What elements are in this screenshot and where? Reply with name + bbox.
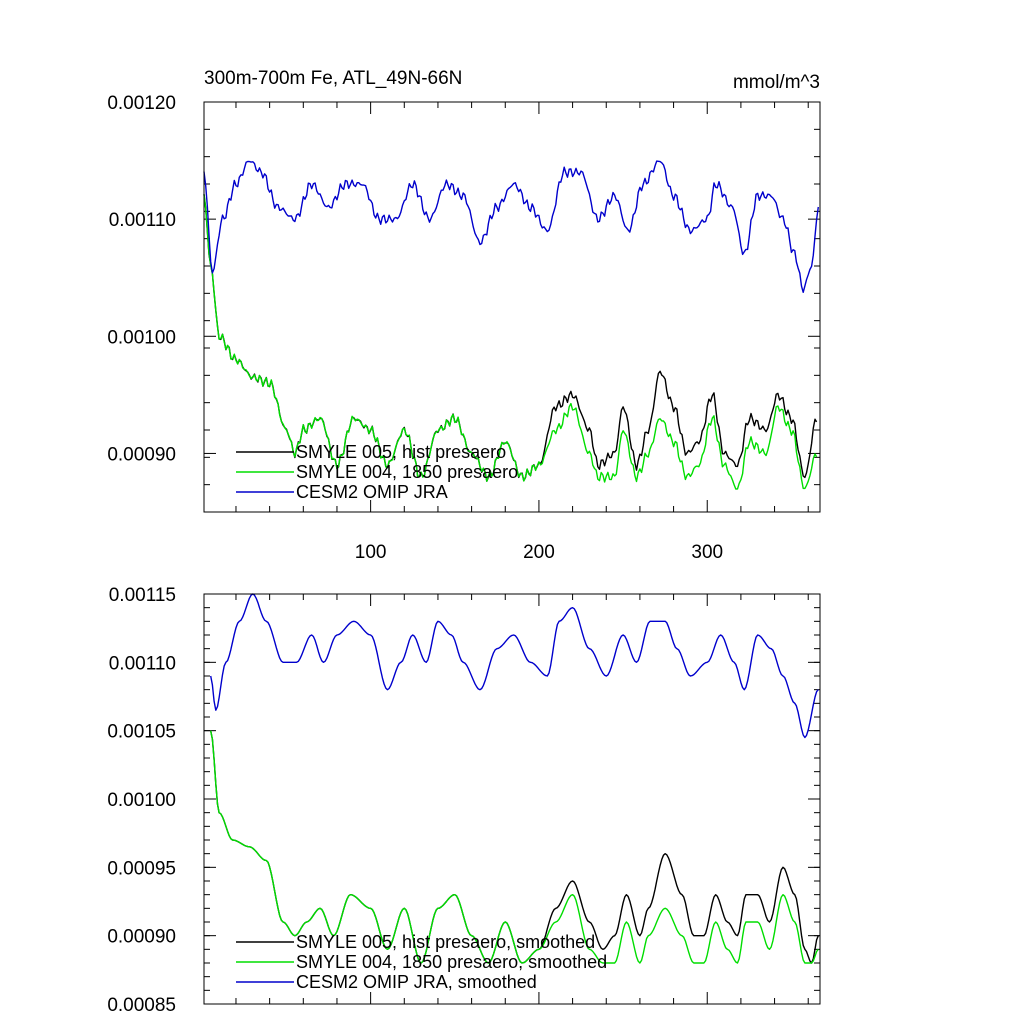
y-tick-label: 0.00115 — [109, 585, 176, 606]
y-tick-label: 0.00090 — [107, 927, 176, 948]
x-tick-label: 200 — [523, 542, 555, 563]
series-line-2 — [203, 160, 819, 293]
bottom-series-lines — [210, 593, 819, 964]
y-tick-label: 0.00100 — [107, 327, 176, 348]
series-line-2 — [210, 593, 819, 739]
x-tick-label: 300 — [691, 542, 723, 563]
legend-label-0: SMYLE 005, hist presaero — [296, 442, 506, 462]
x-tick-label: 100 — [355, 542, 387, 563]
y-tick-label: 0.00110 — [109, 210, 176, 231]
legend-label-2: CESM2 OMIP JRA, smoothed — [296, 972, 537, 992]
legend-label-2: CESM2 OMIP JRA — [296, 482, 448, 502]
units-label: mmol/m^3 — [733, 72, 820, 93]
y-tick-label: 0.00090 — [107, 444, 176, 465]
y-tick-label: 0.00105 — [107, 722, 176, 743]
y-tick-label: 0.00085 — [107, 995, 176, 1016]
legend-label-1: SMYLE 004, 1850 presaero — [296, 462, 518, 482]
y-tick-label: 0.00100 — [107, 790, 176, 811]
bottom-panel: 0.00115 0.00110 0.00105 0.00100 0.00095 0.000… — [107, 585, 821, 1016]
top-series-lines — [203, 160, 819, 490]
legend-label-1: SMYLE 004, 1850 presaero, smoothed — [296, 952, 607, 972]
y-tick-label: 0.00110 — [109, 653, 176, 674]
bottom-axes: 0.00115 0.00110 0.00105 0.00100 0.00095 0.000… — [107, 585, 820, 1016]
y-tick-label: 0.00120 — [107, 93, 176, 114]
top-axes: 0.00120 0.00110 0.00100 0.00090 100 200 300 — [107, 93, 820, 563]
legend-label-0: SMYLE 005, hist presaero, smoothed — [296, 932, 595, 952]
series-line-1 — [203, 194, 818, 490]
bottom-legend: SMYLE 005, hist presaero, smoothedSMYLE … — [236, 932, 607, 992]
chart-title: 300m-700m Fe, ATL_49N-66N — [204, 68, 462, 89]
series-line-1 — [210, 730, 819, 964]
bottom-plot-frame — [203, 593, 821, 1005]
series-line-0 — [203, 194, 818, 482]
top-plot-frame — [203, 101, 821, 513]
y-tick-label: 0.00095 — [107, 858, 176, 879]
top-panel: 300m-700m Fe, ATL_49N-66N mmol/m^3 0.001… — [107, 68, 821, 563]
